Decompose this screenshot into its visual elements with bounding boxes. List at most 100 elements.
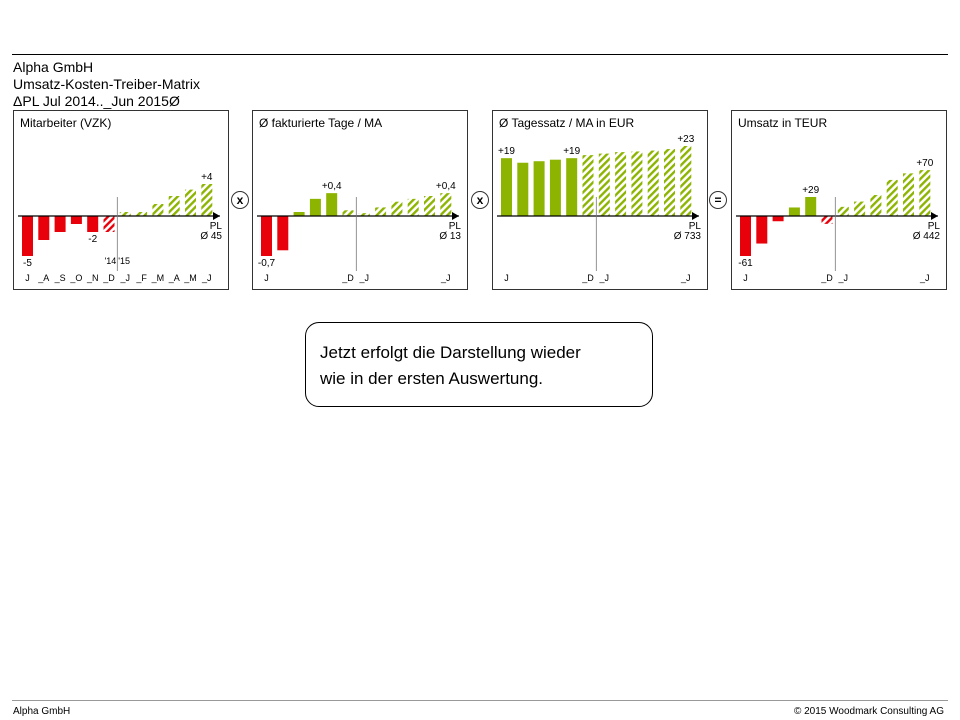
bar xyxy=(136,212,148,216)
chart-title: Mitarbeiter (VZK) xyxy=(20,116,112,130)
year-label: '14 xyxy=(105,256,117,266)
bar xyxy=(903,173,914,216)
report-title: Umsatz-Kosten-Treiber-Matrix xyxy=(13,76,200,92)
bar xyxy=(566,158,578,216)
data-label: -0,7 xyxy=(258,258,276,269)
bar xyxy=(598,153,610,216)
bar xyxy=(309,198,321,216)
bar xyxy=(870,195,882,216)
reference-marker-icon xyxy=(452,212,459,220)
bar xyxy=(391,201,403,216)
bar xyxy=(185,189,196,216)
month-label: _J xyxy=(120,273,131,283)
equals-operator: = xyxy=(709,191,727,209)
data-label: -5 xyxy=(23,258,32,269)
month-label: _F xyxy=(135,273,147,283)
month-label: _D xyxy=(581,273,594,283)
bar xyxy=(549,159,561,216)
data-label: +29 xyxy=(802,185,819,196)
bar xyxy=(886,179,898,216)
month-label: _D xyxy=(102,273,115,283)
chart-panel-fakturierte-tage: Ø fakturierte Tage / MA -0,7 +0,4 +0,4 PL Ø … xyxy=(252,110,468,290)
bar xyxy=(664,149,675,216)
month-label: J xyxy=(264,273,269,283)
bar xyxy=(501,158,512,216)
month-label: _J xyxy=(440,273,451,283)
average-label: Ø 45 xyxy=(200,231,222,242)
bar xyxy=(103,216,115,232)
chart-tagessatz: +19 +19 +23 PLØ 733 J _D _J _J xyxy=(497,134,702,283)
month-label: _J xyxy=(919,273,930,283)
chart-title: Ø fakturierte Tage / MA xyxy=(259,116,383,130)
bar xyxy=(615,152,627,216)
callout-box: Jetzt erfolgt die Darstellung wieder wie… xyxy=(305,322,653,407)
footer-company: Alpha GmbH xyxy=(13,706,71,717)
bar xyxy=(152,204,164,216)
reference-marker-icon xyxy=(692,212,699,220)
bar xyxy=(54,216,66,232)
average-label: Ø 733 xyxy=(674,231,702,242)
bar xyxy=(70,216,82,224)
report-period: ΔPL Jul 2014.._Jun 2015Ø xyxy=(13,93,180,109)
bar xyxy=(756,216,768,244)
data-label: +0,4 xyxy=(436,181,456,192)
reference-label: PL xyxy=(689,221,702,232)
multiply-operator: x xyxy=(231,191,249,209)
bar xyxy=(375,207,387,216)
month-label: _D xyxy=(820,273,833,283)
month-label: J xyxy=(743,273,748,283)
bar xyxy=(919,170,931,216)
reference-label: PL xyxy=(210,221,223,232)
callout-line-1: Jetzt erfolgt die Darstellung wieder xyxy=(320,343,581,362)
data-label: +0,4 xyxy=(322,181,342,192)
data-label: +19 xyxy=(498,146,515,157)
year-label: '15 xyxy=(118,256,130,266)
chart-fakturierte-tage: -0,7 +0,4 +0,4 PLØ 13 J _D _J _J xyxy=(257,181,462,283)
month-label: _S xyxy=(54,273,66,283)
chart-panel-tagessatz: Ø Tagessatz / MA in EUR +19 +19 +23 PL Ø 733… xyxy=(492,110,708,290)
bar xyxy=(647,150,659,216)
month-label: _D xyxy=(341,273,354,283)
chart-panel-mitarbeiter: Mitarbeiter (VZK) -5 -2 +4 PL Ø 45'14'15 J _A _… xyxy=(13,110,229,290)
bar xyxy=(22,216,33,256)
data-label: +4 xyxy=(201,172,213,183)
month-label: _M xyxy=(151,273,165,283)
month-label: J xyxy=(25,273,30,283)
average-label: Ø 13 xyxy=(439,231,461,242)
bar xyxy=(119,212,131,216)
multiply-operator: x xyxy=(471,191,489,209)
month-label: _N xyxy=(86,273,99,283)
month-label: _J xyxy=(838,273,849,283)
bar xyxy=(342,210,354,216)
month-label: J xyxy=(504,273,509,283)
data-label: -61 xyxy=(738,258,753,269)
bar xyxy=(440,193,452,216)
month-label: _A xyxy=(37,273,49,283)
bar xyxy=(407,198,419,216)
footer-copyright: © 2015 Woodmark Consulting AG xyxy=(793,706,944,717)
reference-marker-icon xyxy=(213,212,220,220)
callout-line-2: wie in der ersten Auswertung. xyxy=(320,369,544,388)
bar xyxy=(87,216,99,232)
bar xyxy=(854,201,866,216)
bar xyxy=(201,184,213,216)
reference-label: PL xyxy=(449,221,462,232)
bar xyxy=(38,216,50,240)
bar xyxy=(326,193,338,216)
bar xyxy=(821,216,833,224)
month-label: _J xyxy=(201,273,212,283)
bar xyxy=(293,212,305,216)
data-label: +23 xyxy=(677,134,694,145)
bar xyxy=(788,207,800,216)
month-label: _J xyxy=(680,273,691,283)
chart-umsatz: -61 +29 +70 PLØ 442 J _D _J _J xyxy=(736,158,941,283)
month-label: _J xyxy=(359,273,370,283)
average-label: Ø 442 xyxy=(913,231,941,242)
month-label: _O xyxy=(69,273,82,283)
header-divider xyxy=(12,54,948,55)
reference-marker-icon xyxy=(931,212,938,220)
chart-title: Ø Tagessatz / MA in EUR xyxy=(499,116,635,130)
chart-panel-umsatz: Umsatz in TEUR -61 +29 +70 PL Ø 442 J _D _J _J xyxy=(731,110,947,290)
bar xyxy=(837,206,849,216)
